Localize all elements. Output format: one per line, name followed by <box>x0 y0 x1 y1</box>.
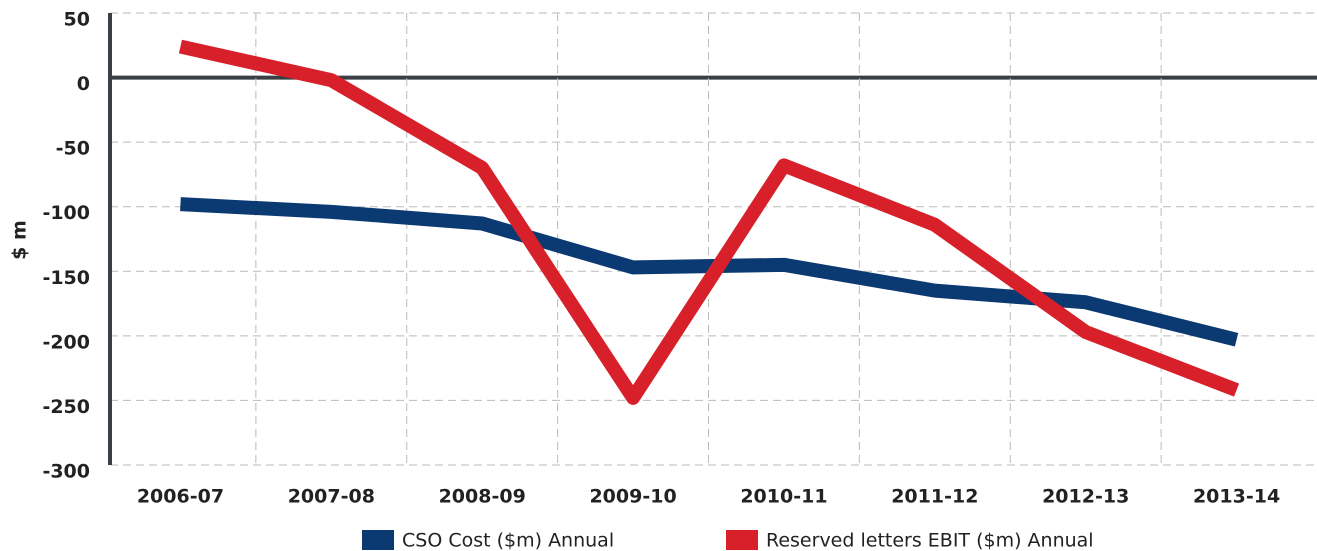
y-tick-label: -250 <box>42 396 90 418</box>
legend-label: CSO Cost ($m) Annual <box>402 530 614 551</box>
y-tick-label: -200 <box>42 331 90 353</box>
legend-swatch <box>362 530 394 550</box>
line-series <box>178 39 1240 405</box>
x-tick-label: 2012-13 <box>1042 486 1129 508</box>
legend-label: Reserved letters EBIT ($m) Annual <box>766 530 1094 551</box>
y-tick-label: 50 <box>64 9 90 31</box>
y-tick-label: -50 <box>56 138 90 160</box>
y-tick-label: -150 <box>42 267 90 289</box>
y-tick-label: -100 <box>42 202 90 224</box>
x-tick-label: 2013-14 <box>1193 486 1280 508</box>
y-tick-label: 0 <box>77 73 90 95</box>
line-series <box>180 197 1239 347</box>
x-tick-label: 2010-11 <box>740 486 827 508</box>
x-tick-label: 2007-08 <box>288 486 375 508</box>
x-tick-label: 2006-07 <box>137 486 224 508</box>
y-tick-label: -300 <box>42 461 90 483</box>
legend-swatch <box>726 530 758 550</box>
y-axis-label: $ m <box>9 220 31 260</box>
x-tick-label: 2011-12 <box>891 486 978 508</box>
x-tick-label: 2008-09 <box>439 486 526 508</box>
x-tick-label: 2009-10 <box>589 486 676 508</box>
